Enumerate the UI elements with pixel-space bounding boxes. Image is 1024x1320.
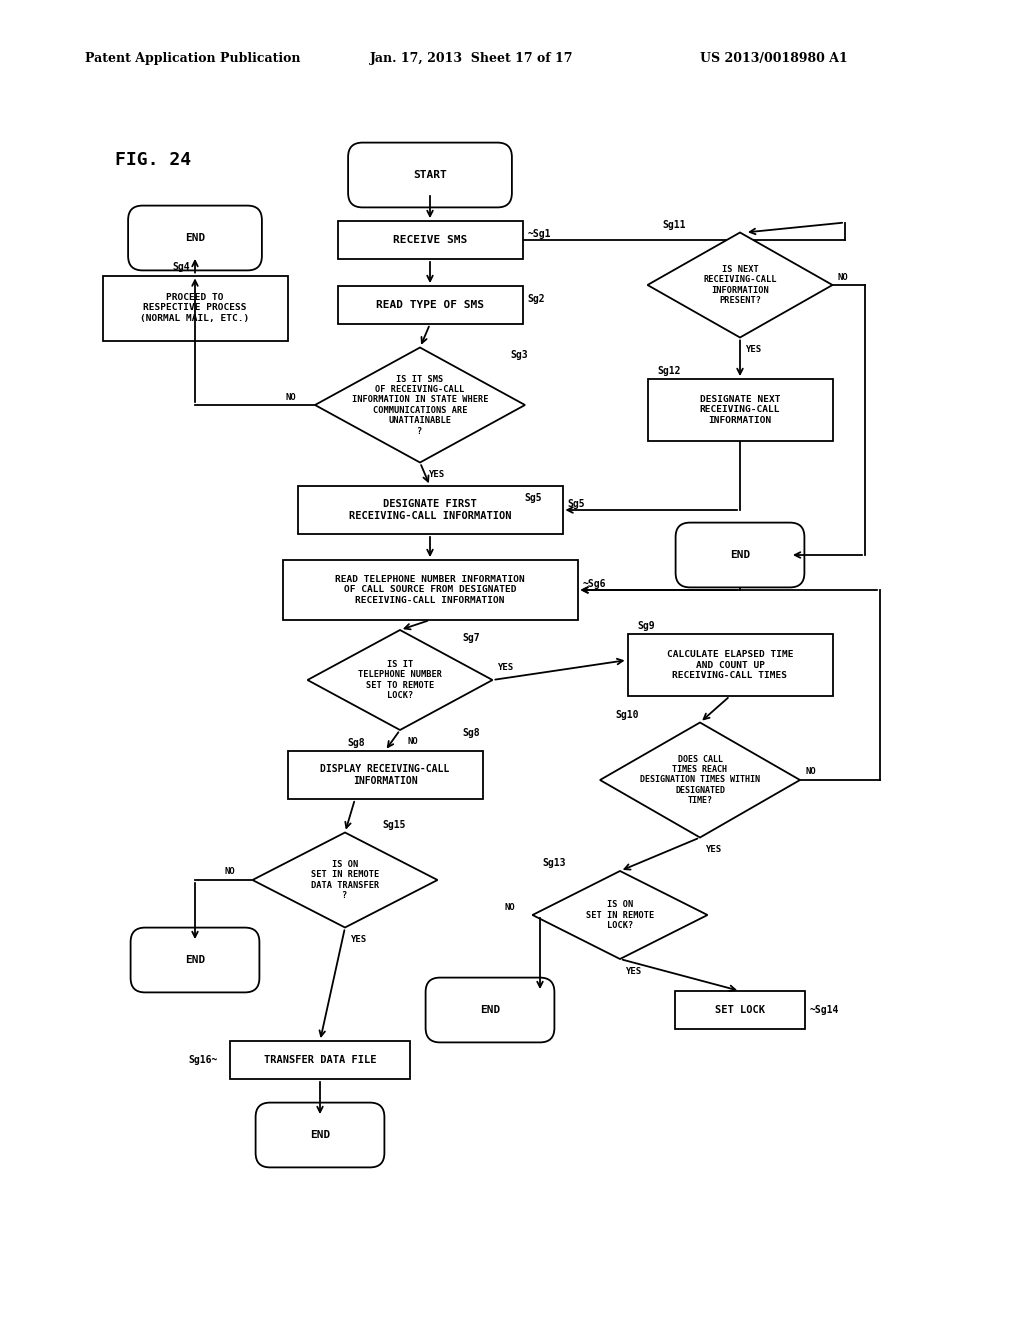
FancyBboxPatch shape (348, 143, 512, 207)
Polygon shape (600, 722, 800, 837)
Text: IS NEXT
RECEIVING-CALL
INFORMATION
PRESENT?: IS NEXT RECEIVING-CALL INFORMATION PRESE… (703, 265, 777, 305)
Bar (675, 991, 805, 1030)
Text: END: END (480, 1005, 500, 1015)
Text: END: END (185, 954, 205, 965)
Text: END: END (185, 234, 205, 243)
Text: DESIGNATE NEXT
RECEIVING-CALL
INFORMATION: DESIGNATE NEXT RECEIVING-CALL INFORMATIO… (699, 395, 780, 425)
Text: NO: NO (285, 392, 296, 401)
Text: Sg15: Sg15 (383, 820, 406, 829)
Text: Sg10: Sg10 (615, 710, 639, 719)
Text: NO: NO (838, 272, 848, 281)
Bar (230, 1041, 410, 1078)
Text: IS IT
TELEPHONE NUMBER
SET TO REMOTE
LOCK?: IS IT TELEPHONE NUMBER SET TO REMOTE LOC… (358, 660, 442, 700)
Polygon shape (307, 630, 493, 730)
Text: Sg5: Sg5 (567, 499, 585, 510)
Text: PROCEED TO
RESPECTIVE PROCESS
(NORMAL MAIL, ETC.): PROCEED TO RESPECTIVE PROCESS (NORMAL MA… (140, 293, 250, 323)
Bar (338, 220, 522, 259)
Polygon shape (315, 347, 525, 462)
Text: IS ON
SET IN REMOTE
DATA TRANSFER
?: IS ON SET IN REMOTE DATA TRANSFER ? (311, 859, 379, 900)
FancyBboxPatch shape (426, 978, 554, 1043)
Text: YES: YES (498, 664, 514, 672)
Text: DISPLAY RECEIVING-CALL
INFORMATION: DISPLAY RECEIVING-CALL INFORMATION (321, 764, 450, 785)
Text: US 2013/0018980 A1: US 2013/0018980 A1 (700, 51, 848, 65)
Text: FIG. 24: FIG. 24 (115, 150, 191, 169)
Text: END: END (310, 1130, 330, 1140)
Text: YES: YES (428, 470, 444, 479)
Text: Sg7: Sg7 (463, 634, 480, 643)
Text: Sg12: Sg12 (657, 366, 681, 376)
Polygon shape (532, 871, 708, 960)
Text: Sg8: Sg8 (463, 729, 480, 738)
Bar (102, 276, 288, 341)
Text: IS IT SMS
OF RECEIVING-CALL
INFORMATION IN STATE WHERE
COMMUNICATIONS ARE
UNATTA: IS IT SMS OF RECEIVING-CALL INFORMATION … (352, 375, 488, 436)
Text: YES: YES (745, 345, 761, 354)
Polygon shape (647, 232, 833, 338)
Text: DESIGNATE FIRST
RECEIVING-CALL INFORMATION: DESIGNATE FIRST RECEIVING-CALL INFORMATI… (349, 499, 511, 521)
Text: NO: NO (805, 767, 816, 776)
Text: IS ON
SET IN REMOTE
LOCK?: IS ON SET IN REMOTE LOCK? (586, 900, 654, 929)
Text: ~Sg14: ~Sg14 (810, 1005, 840, 1015)
Text: NO: NO (505, 903, 515, 912)
Text: YES: YES (625, 966, 641, 975)
Bar (288, 751, 482, 799)
Text: ~Sg6: ~Sg6 (583, 579, 606, 589)
Text: Sg9: Sg9 (638, 620, 655, 631)
FancyBboxPatch shape (676, 523, 805, 587)
Bar (283, 560, 578, 620)
Text: NO: NO (224, 867, 236, 876)
Text: SET LOCK: SET LOCK (715, 1005, 765, 1015)
Text: TRANSFER DATA FILE: TRANSFER DATA FILE (264, 1055, 376, 1065)
Text: Sg13: Sg13 (543, 858, 566, 869)
Text: READ TYPE OF SMS: READ TYPE OF SMS (376, 300, 484, 310)
Text: CALCULATE ELAPSED TIME
AND COUNT UP
RECEIVING-CALL TIMES: CALCULATE ELAPSED TIME AND COUNT UP RECE… (667, 651, 794, 680)
Text: Jan. 17, 2013  Sheet 17 of 17: Jan. 17, 2013 Sheet 17 of 17 (370, 51, 573, 65)
FancyBboxPatch shape (128, 206, 262, 271)
Text: Sg4: Sg4 (172, 263, 190, 272)
Text: Sg3: Sg3 (510, 351, 527, 360)
Bar (647, 379, 833, 441)
Text: START: START (413, 170, 446, 180)
FancyBboxPatch shape (256, 1102, 384, 1167)
FancyBboxPatch shape (131, 928, 259, 993)
Text: YES: YES (350, 935, 367, 944)
Text: ~Sg1: ~Sg1 (527, 228, 551, 239)
Polygon shape (253, 833, 437, 928)
Bar (628, 634, 833, 696)
Text: Sg2: Sg2 (527, 294, 545, 304)
Text: YES: YES (705, 845, 721, 854)
Text: Sg11: Sg11 (663, 219, 686, 230)
Text: READ TELEPHONE NUMBER INFORMATION
OF CALL SOURCE FROM DESIGNATED
RECEIVING-CALL : READ TELEPHONE NUMBER INFORMATION OF CAL… (335, 576, 525, 605)
Bar (298, 486, 562, 535)
Text: RECEIVE SMS: RECEIVE SMS (393, 235, 467, 246)
Text: Sg16~: Sg16~ (188, 1055, 217, 1065)
Text: Sg8: Sg8 (347, 738, 366, 748)
Bar (338, 286, 522, 323)
Text: NO: NO (408, 738, 419, 747)
Text: Sg5: Sg5 (524, 492, 542, 503)
Text: END: END (730, 550, 751, 560)
Text: Patent Application Publication: Patent Application Publication (85, 51, 300, 65)
Text: DOES CALL
TIMES REACH
DESIGNATION TIMES WITHIN
DESIGNATED
TIME?: DOES CALL TIMES REACH DESIGNATION TIMES … (640, 755, 760, 805)
